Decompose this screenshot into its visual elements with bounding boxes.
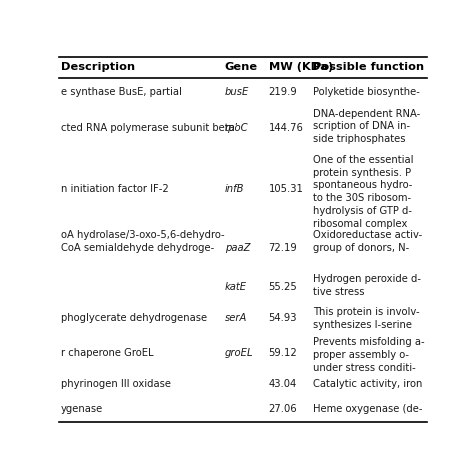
Text: 55.25: 55.25 (269, 282, 297, 292)
Text: cted RNA polymerase subunit beta’: cted RNA polymerase subunit beta’ (61, 123, 238, 133)
Text: DNA-dependent RNA-
scription of DNA in-
side triphosphates: DNA-dependent RNA- scription of DNA in- … (313, 109, 420, 144)
Text: groEL: groEL (225, 347, 253, 357)
Text: 59.12: 59.12 (269, 347, 297, 357)
Text: Gene: Gene (225, 63, 258, 73)
Text: serA: serA (225, 313, 247, 323)
Text: ygenase: ygenase (61, 404, 103, 414)
Text: MW (KDa): MW (KDa) (269, 63, 333, 73)
Text: 105.31: 105.31 (269, 184, 303, 194)
Text: 54.93: 54.93 (269, 313, 297, 323)
Text: Catalytic activity, iron: Catalytic activity, iron (313, 379, 422, 389)
Text: oA hydrolase/3-oxo-5,6-dehydro-
CoA semialdehyde dehydroge-: oA hydrolase/3-oxo-5,6-dehydro- CoA semi… (61, 230, 225, 253)
Text: Description: Description (61, 63, 135, 73)
Text: One of the essential 
protein synthesis. P
spontaneous hydro-
to the 30S ribosom: One of the essential protein synthesis. … (313, 155, 416, 229)
Text: Oxidoreductase activ-
group of donors, N-: Oxidoreductase activ- group of donors, N… (313, 230, 422, 253)
Text: katE: katE (225, 282, 246, 292)
Text: 72.19: 72.19 (269, 244, 297, 254)
Text: Heme oxygenase (de-: Heme oxygenase (de- (313, 404, 422, 414)
Text: 219.9: 219.9 (269, 87, 297, 97)
Text: Prevents misfolding a-
proper assembly o-
under stress conditi-: Prevents misfolding a- proper assembly o… (313, 337, 424, 373)
Text: r chaperone GroEL: r chaperone GroEL (61, 347, 154, 357)
Text: 27.06: 27.06 (269, 404, 297, 414)
Text: paaZ: paaZ (225, 244, 250, 254)
Text: 144.76: 144.76 (269, 123, 303, 133)
Text: rpoC: rpoC (225, 123, 248, 133)
Text: busE: busE (225, 87, 249, 97)
Text: phyrinogen III oxidase: phyrinogen III oxidase (61, 379, 171, 389)
Text: 43.04: 43.04 (269, 379, 297, 389)
Text: e synthase BusE, partial: e synthase BusE, partial (61, 87, 182, 97)
Text: Hydrogen peroxide d-
tive stress: Hydrogen peroxide d- tive stress (313, 274, 421, 297)
Text: This protein is involv-
synthesizes l-serine: This protein is involv- synthesizes l-se… (313, 307, 419, 330)
Text: n initiation factor IF-2: n initiation factor IF-2 (61, 184, 169, 194)
Text: Possible function: Possible function (313, 63, 424, 73)
Text: Polyketide biosynthe-: Polyketide biosynthe- (313, 87, 419, 97)
Text: infB: infB (225, 184, 244, 194)
Text: phoglycerate dehydrogenase: phoglycerate dehydrogenase (61, 313, 207, 323)
